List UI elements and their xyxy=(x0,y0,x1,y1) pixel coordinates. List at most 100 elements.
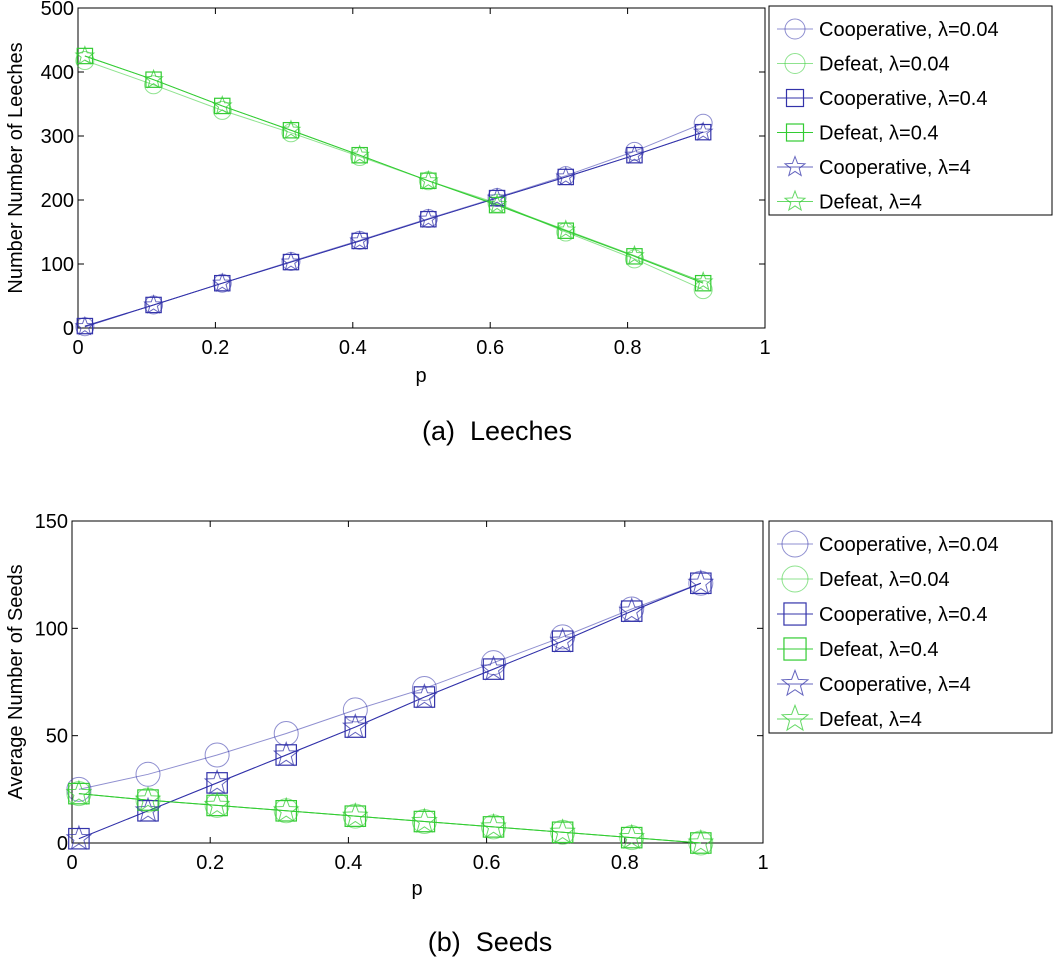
legend-lambda-symbol: , λ= xyxy=(927,534,960,556)
legend-lambda-symbol: , λ= xyxy=(878,54,911,76)
series-lines-a xyxy=(84,55,704,328)
x-tick-label: 1 xyxy=(759,337,770,359)
data-point-defeat-star xyxy=(65,779,93,805)
series-markers-b xyxy=(65,569,715,856)
legend-lambda-value: 0.4 xyxy=(911,639,939,661)
legend-lambda-symbol: , λ= xyxy=(927,157,960,179)
data-point-cooperative-star xyxy=(480,655,507,681)
legend-lambda-value: 4 xyxy=(960,674,971,696)
data-point-defeat-star xyxy=(74,45,96,65)
data-point-cooperative-star xyxy=(280,251,302,271)
y-tick-label: 300 xyxy=(41,126,74,148)
caption-a: (a) Leeches xyxy=(422,416,572,446)
legend-lambda-value: 0.04 xyxy=(911,54,950,76)
legend-box-b xyxy=(768,520,1053,734)
data-point-cooperative-circle xyxy=(342,697,368,723)
x-tick-label: 1 xyxy=(757,852,768,874)
y-axis-label-b: Average Number of Seeds xyxy=(5,564,27,799)
data-point-defeat-star xyxy=(134,786,162,812)
data-point-cooperative-star xyxy=(341,713,369,739)
data-point-defeat-star xyxy=(618,823,646,849)
data-point-defeat-star xyxy=(486,193,508,214)
legend-box-a xyxy=(768,5,1053,216)
legend-series-name: Cooperative xyxy=(819,157,927,179)
data-point-defeat-star xyxy=(418,169,439,190)
legend-marker-circle-icon xyxy=(784,53,806,74)
data-point-cooperative-square xyxy=(282,253,300,271)
data-point-defeat-square xyxy=(690,832,712,854)
data-point-defeat-square xyxy=(694,274,712,292)
panel-leeches: 0 0.2 0.4 0.6 0.8 1 0 100 200 300 400 500 p Number … xyxy=(5,0,1053,446)
legend-entry: Defeat, λ=0.04 xyxy=(819,569,950,591)
data-point-defeat-star xyxy=(341,802,369,828)
data-point-cooperative-star xyxy=(349,230,371,250)
legend-series-name: Cooperative xyxy=(819,604,927,626)
legend-entry: Defeat, λ=0.04 xyxy=(819,54,950,76)
series-line-cooperative-star xyxy=(78,582,701,840)
axis-ticks-a: 0 0.2 0.4 0.6 0.8 1 0 100 200 300 400 500 xyxy=(41,0,771,359)
x-tick-label: 0.2 xyxy=(201,337,229,359)
data-point-defeat-square xyxy=(351,146,368,164)
legend-entry: Cooperative, λ=0.4 xyxy=(819,604,987,626)
legend-marker-square-icon xyxy=(783,637,807,661)
panel-seeds: 0 0.2 0.4 0.6 0.8 1 0 50 100 150 p Average Number… xyxy=(5,511,1053,957)
legend-lambda-symbol: , λ= xyxy=(927,674,960,696)
data-point-cooperative-star xyxy=(272,740,300,767)
legend-marker-circle-icon xyxy=(781,565,809,593)
data-point-defeat-star xyxy=(549,818,576,844)
legend-lambda-value: 0.4 xyxy=(911,123,939,145)
data-point-defeat-star xyxy=(211,95,233,115)
legend-lambda-value: 4 xyxy=(960,157,971,179)
data-point-defeat-star xyxy=(687,828,715,855)
legend-series-name: Defeat xyxy=(819,54,878,76)
x-tick-label: 0 xyxy=(72,337,83,359)
legend-lambda-symbol: , λ= xyxy=(878,192,911,214)
legend-entry: Defeat, λ=0.4 xyxy=(819,123,939,145)
data-point-cooperative-star xyxy=(687,569,715,595)
x-axis-label-a: p xyxy=(415,365,426,387)
data-point-defeat-star xyxy=(555,219,577,239)
caption-b: (b) Seeds xyxy=(428,927,553,957)
y-tick-label: 100 xyxy=(35,618,68,640)
data-point-cooperative-square xyxy=(626,146,643,164)
legend-series-name: Cooperative xyxy=(819,534,927,556)
series-markers-a xyxy=(74,45,714,337)
data-point-cooperative-square xyxy=(690,572,712,595)
data-point-cooperative-square xyxy=(620,600,643,622)
legend-marker-circle-icon xyxy=(781,530,809,558)
y-tick-label: 0 xyxy=(57,833,68,855)
x-tick-label: 0.6 xyxy=(473,852,501,874)
data-point-cooperative-star xyxy=(134,796,162,823)
data-point-cooperative-star xyxy=(143,294,164,314)
x-tick-label: 0.2 xyxy=(196,852,224,874)
data-point-cooperative-square xyxy=(351,232,368,250)
legend-series-name: Defeat xyxy=(819,639,878,661)
data-point-defeat-square xyxy=(413,810,436,833)
legend-marker-star-icon xyxy=(783,189,807,212)
x-tick-label: 0 xyxy=(66,852,77,874)
data-point-defeat-star xyxy=(272,796,300,823)
x-tick-label: 0.8 xyxy=(614,337,642,359)
legend-lambda-symbol: , λ= xyxy=(927,604,960,626)
legend-entry: Cooperative, λ=0.04 xyxy=(819,534,999,556)
legend-lambda-value: 0.04 xyxy=(960,534,999,556)
y-tick-label: 200 xyxy=(41,190,74,212)
data-point-defeat-circle xyxy=(281,123,301,143)
data-point-defeat-square xyxy=(626,248,643,265)
data-point-defeat-square xyxy=(482,816,505,838)
legend-series-name: Cooperative xyxy=(819,88,927,110)
data-point-defeat-circle xyxy=(144,75,164,95)
data-point-cooperative-square xyxy=(551,630,574,653)
y-tick-label: 0 xyxy=(63,318,74,340)
data-point-cooperative-star xyxy=(418,208,439,229)
data-point-defeat-circle xyxy=(75,50,95,70)
x-axis-label-b: p xyxy=(411,878,422,900)
legend-marker-star-icon xyxy=(780,703,810,732)
legend-entry: Cooperative, λ=0.04 xyxy=(819,19,999,41)
legend-entry: Defeat, λ=4 xyxy=(819,709,922,731)
legend-lambda-value: 0.04 xyxy=(911,569,950,591)
data-point-cooperative-star xyxy=(74,315,96,336)
